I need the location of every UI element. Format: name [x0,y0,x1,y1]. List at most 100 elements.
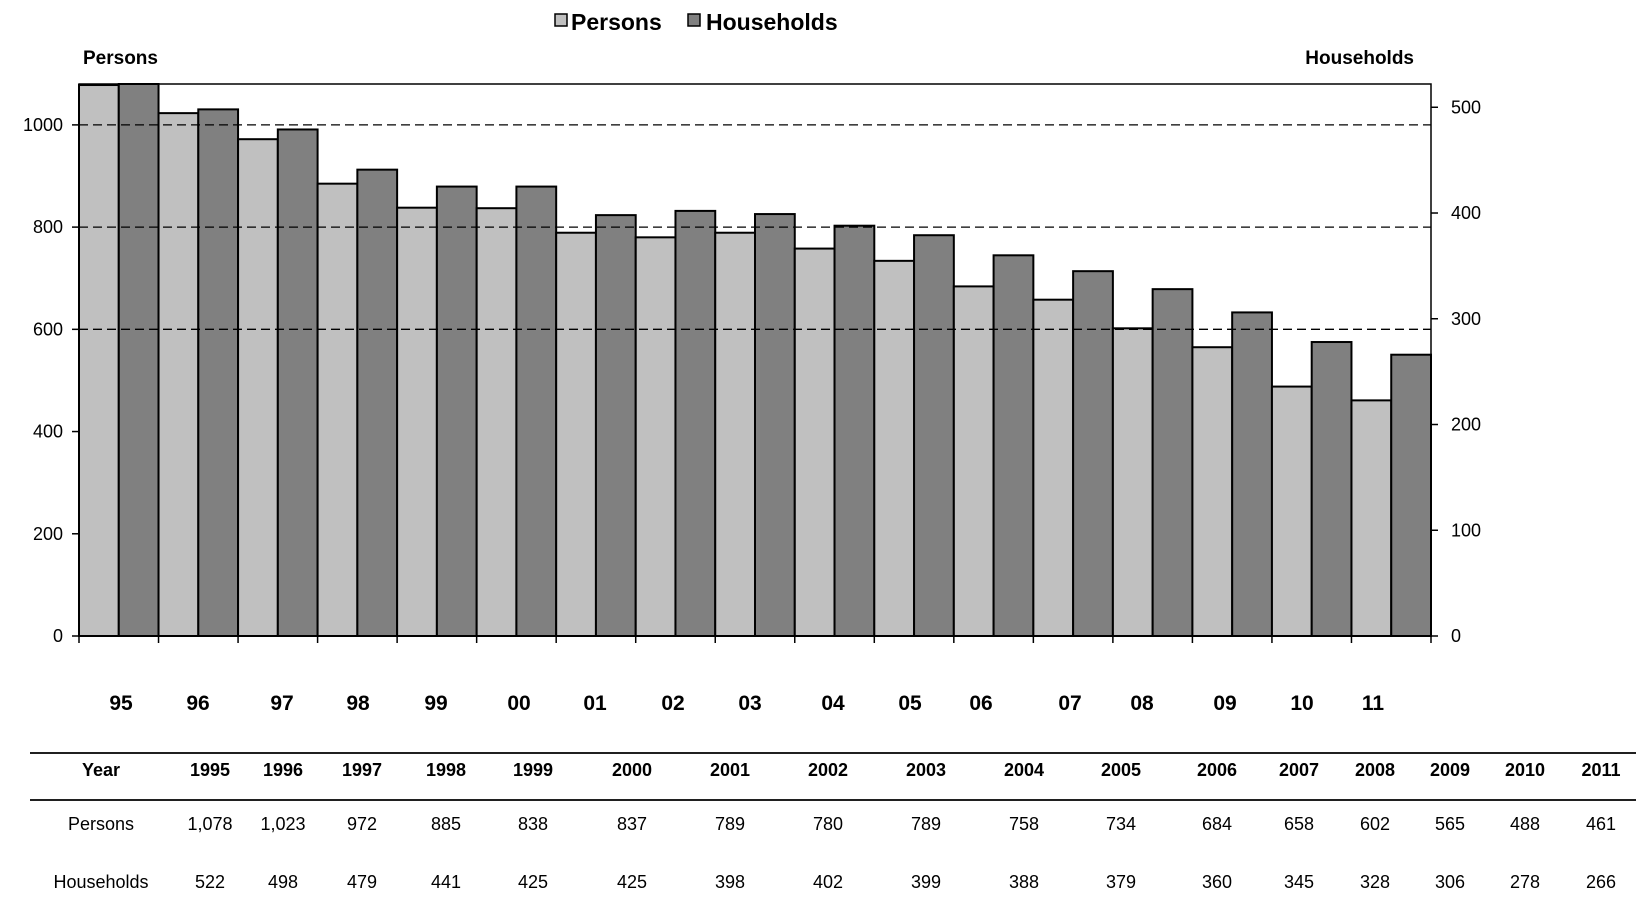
table-header-cell: 1999 [513,760,553,780]
table-cell: 684 [1202,814,1232,834]
x-category-label: 11 [1362,692,1385,715]
x-category-label: 10 [1290,692,1313,715]
bar-households [1231,311,1273,637]
legend-label-households: Households [706,9,838,35]
bar-persons [952,285,995,637]
x-category-label: 96 [186,692,209,715]
bar-persons [316,182,359,638]
table-cell: 789 [715,814,745,834]
bar-households [594,214,637,637]
table-cell: 479 [347,872,377,892]
bar-households [276,128,319,638]
bar-households [1072,270,1114,637]
bar-persons [1032,298,1075,637]
table-cell: 360 [1202,872,1232,892]
table-header-cell: 2009 [1430,760,1470,780]
table-cell: 885 [431,814,461,834]
right-tick-label: 400 [1451,203,1481,223]
table-cell: 398 [715,872,745,892]
table-cell: 758 [1009,814,1039,834]
bar-households [515,185,558,637]
x-category-label: 99 [424,692,447,715]
table-header-cell: 2003 [906,760,946,780]
table-cell: 522 [195,872,225,892]
x-category-label: 00 [507,692,530,715]
left-tick-label: 0 [53,626,63,646]
bar-households [435,185,478,637]
table-cell: 734 [1106,814,1136,834]
bar-households [197,108,240,637]
table-cell: 837 [617,814,647,834]
table-header-cell: 1997 [342,760,382,780]
bar-persons [555,231,597,637]
left-tick-label: 400 [33,422,63,442]
table-row-label: Households [53,872,148,892]
bar-persons [475,207,518,637]
legend-swatch-households [687,13,701,27]
table-cell: 306 [1435,872,1465,892]
right-tick-label: 100 [1451,520,1481,540]
legend: Persons Households [554,9,838,35]
table-cell: 602 [1360,814,1390,834]
bar-households [992,254,1035,638]
bar-persons [1191,346,1234,637]
left-axis-title: Persons [83,48,158,69]
table-header-cell: 2005 [1101,760,1141,780]
left-tick-label: 1000 [23,115,63,135]
legend-label-persons: Persons [571,9,662,35]
gridlines [79,124,1431,330]
table-cell: 399 [911,872,941,892]
bar-persons [634,236,677,637]
bar-persons [1350,399,1393,637]
x-category-label: 95 [109,692,133,715]
table-cell: 441 [431,872,461,892]
bar-households [833,224,876,638]
table-cell: 488 [1510,814,1540,834]
table-cell: 425 [617,872,647,892]
table-cell: 402 [813,872,843,892]
plot-frame [78,83,1432,637]
bars [78,83,1433,638]
x-category-label: 06 [969,692,992,715]
bar-persons [793,247,836,637]
table-cell: 565 [1435,814,1465,834]
table-header-year: Year [82,760,120,780]
bar-households [1390,353,1433,637]
x-category-label: 02 [661,692,684,715]
table-header-cell: 2007 [1279,760,1319,780]
right-tick-label: 0 [1451,626,1461,646]
left-tick-label: 800 [33,217,63,237]
table-cell: 345 [1284,872,1314,892]
table-header-cell: 1996 [263,760,303,780]
table-cell: 789 [911,814,941,834]
x-category-label: 03 [738,692,761,715]
legend-swatch-persons [554,13,568,27]
bar-households [1151,288,1194,637]
x-category-label: 07 [1058,692,1081,715]
table-cell: 498 [268,872,298,892]
bar-persons [873,259,916,637]
bar-persons [78,84,120,638]
table-cell: 379 [1106,872,1136,892]
table-header-cell: 2010 [1505,760,1545,780]
table-cell: 266 [1586,872,1616,892]
left-tick-label: 200 [33,524,63,544]
table-cell: 388 [1009,872,1039,892]
x-category-label: 09 [1213,692,1236,715]
table-cell: 278 [1510,872,1540,892]
bar-households [674,209,717,637]
bar-households [1310,341,1353,637]
x-category-label: 05 [898,692,922,715]
table-header-cell: 2004 [1004,760,1044,780]
bar-persons [237,138,279,637]
x-category-label: 97 [270,692,293,715]
bar-persons [1270,385,1313,638]
bar-households [913,234,955,637]
right-tick-label: 300 [1451,309,1481,329]
table-cell: 972 [347,814,377,834]
table-cell: 838 [518,814,548,834]
table-cell: 328 [1360,872,1390,892]
left-tick-label: 600 [33,319,63,339]
